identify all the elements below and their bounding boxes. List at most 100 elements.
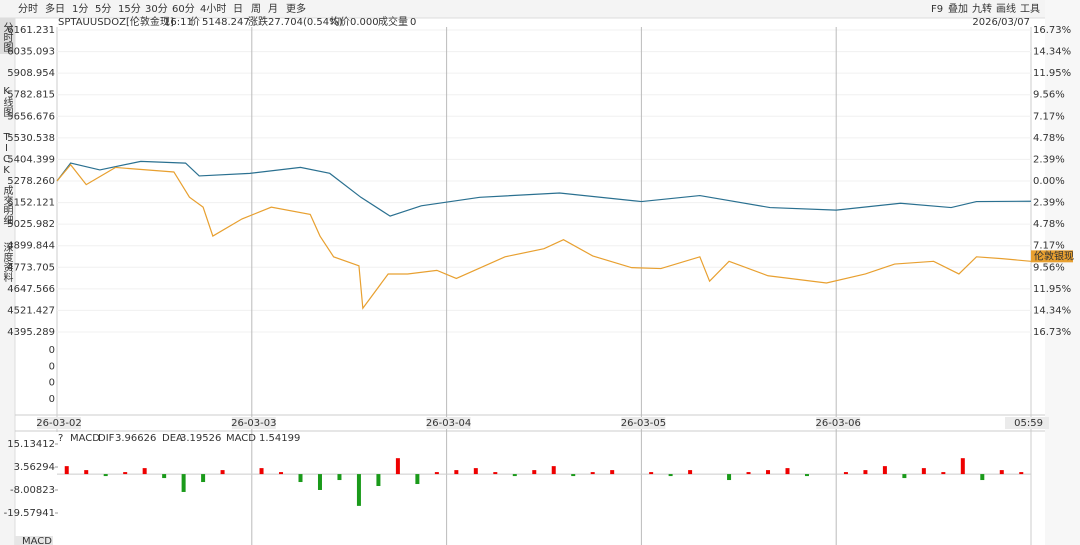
series-tag-bg [1031,250,1073,263]
info-price-label: 价 [190,16,200,28]
y-tick-label: 5278.260 [7,176,55,187]
info-avg-label: 均价 [330,16,350,28]
period-tab[interactable]: 日 [233,4,243,15]
period-tab[interactable]: 分时 [18,3,38,15]
macd-bar [298,474,303,483]
macd-bar [902,474,907,479]
x-tick-label: 26-03-02 [36,418,81,429]
x-tick-bg [816,417,861,429]
macd-help: ? [58,433,63,444]
y2-tick-label: 14.34% [1033,47,1071,58]
y2-tick-label: 9.56% [1033,262,1065,273]
macd-macd-label: MACD [226,433,256,444]
y2-tick-label: 11.95% [1033,68,1071,79]
macd-bar [181,474,186,492]
macd-bar [454,470,459,475]
macd-bar [279,472,284,475]
info-symbol: SPTAUUSDOZ[伦敦金现] [58,15,174,28]
y-tick-label: 5908.954 [7,68,55,79]
period-tab[interactable]: 周 [251,3,261,15]
sidebar-tab[interactable]: TICK [1,132,12,176]
macd-bar [473,468,478,475]
macd-bar [512,474,517,477]
macd-bar [162,474,167,479]
y-tick-label: 5025.982 [7,219,55,230]
macd-bar [259,468,264,475]
y2-tick-label: 7.17% [1033,111,1065,122]
period-tab[interactable]: 1分 [72,3,88,15]
y2-tick-label: 7.17% [1033,241,1065,252]
x-tick-bg [37,417,81,429]
y2-tick-label: 14.34% [1033,305,1071,316]
y-tick-label: 6161.231 [7,25,55,36]
right-panel [1045,0,1080,545]
sidebar-tab[interactable]: 成交明细 [1,185,13,225]
macd-bar [649,472,654,475]
price-line [56,163,1032,310]
y2-tick-label: 16.73% [1033,25,1071,36]
tool-button[interactable]: 叠加 [948,3,968,15]
x-tick-bg [231,417,276,429]
macd-bar [84,470,89,475]
macd-bar [1019,472,1024,475]
tool-button[interactable]: 九转 [972,2,992,15]
macd-bar [960,458,965,475]
macd-bar [532,470,537,475]
macd-bar [551,466,556,475]
lower-tick-label: 0 [49,361,55,372]
macd-bar [415,474,420,485]
y-tick-label: 4647.566 [7,284,55,295]
y-tick-label: 4395.289 [7,327,55,338]
macd-bar [590,472,595,475]
period-tab[interactable]: 30分 [145,3,168,15]
x-tick-label: 26-03-04 [426,418,471,429]
info-price: 5148.247 [202,17,250,28]
y-tick-label: 5152.121 [7,198,55,209]
tool-button[interactable]: F9 [931,4,943,15]
macd-bar [766,470,771,475]
y-tick-label: 5656.676 [7,111,55,122]
y2-tick-label: 9.56% [1033,90,1065,101]
info-date: 2026/03/07 [972,17,1030,28]
macd-tab[interactable]: MACD [22,536,52,545]
y-tick-label: 4521.427 [7,305,55,316]
macd-bar [317,474,322,490]
period-tab[interactable]: 4小时 [200,3,226,15]
macd-tick-label: -19.57941 [4,508,55,519]
y-tick-label: 4773.705 [7,262,55,273]
x-tick-bg [621,417,666,429]
period-tab[interactable]: 60分 [172,3,195,15]
y2-tick-label: 16.73% [1033,327,1071,338]
macd-bar [123,472,128,475]
macd-bar [220,470,225,475]
macd-bar [395,458,400,475]
period-tab[interactable]: 5分 [95,3,111,15]
macd-bar [688,470,693,475]
macd-bar [337,474,342,481]
sidebar-tab[interactable]: 深度资料 [1,242,13,283]
period-tab[interactable]: 月 [268,3,278,15]
x-tick-label: 05:59 [1014,418,1043,429]
macd-dea: 3.19526 [180,433,221,444]
macd-tick-label: -8.00823 [10,485,55,496]
period-tab[interactable]: 多日 [45,2,65,15]
tool-button[interactable]: 工具 [1020,3,1040,15]
period-tab[interactable]: 更多 [286,2,306,15]
macd-bar [941,472,946,475]
sidebar-tab[interactable]: 分时图 [1,22,13,53]
price-line [56,160,1032,217]
x-tick-label: 26-03-03 [231,418,276,429]
x-tick-label: 26-03-05 [621,418,666,429]
macd-bar [376,474,381,487]
info-time: 16:11 [164,17,193,28]
info-change: 27.704(0.54%) [268,17,343,28]
lower-tick-label: 0 [49,345,55,356]
tool-button[interactable]: 画线 [996,2,1016,15]
y2-tick-label: 4.78% [1033,133,1065,144]
period-tab[interactable]: 15分 [118,3,141,15]
sidebar-tab[interactable]: K线图 [1,86,13,118]
info-change-label: 涨跌 [248,15,268,28]
macd-dea-label: DEA [162,433,183,444]
